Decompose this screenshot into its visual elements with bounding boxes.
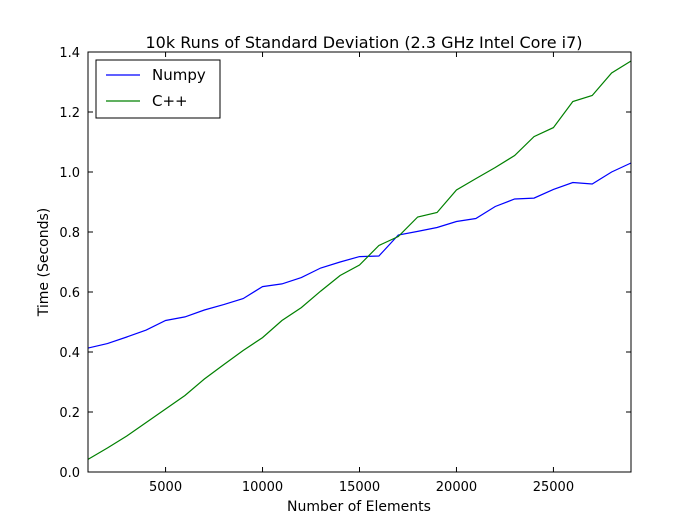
y-tick-label: 0.2 — [59, 406, 80, 421]
y-tick-label: 0.6 — [59, 286, 80, 301]
x-tick-label: 5000 — [149, 480, 182, 495]
x-tick-label: 10000 — [242, 480, 283, 495]
y-tick-label: 1.0 — [59, 166, 80, 181]
y-tick-label: 0.0 — [59, 466, 80, 481]
series-line-c — [87, 60, 632, 460]
legend: Numpy C++ — [95, 59, 221, 119]
y-tick-label: 1.2 — [59, 106, 80, 121]
y-tick-label: 0.4 — [59, 346, 80, 361]
series-layer — [87, 60, 632, 460]
legend-label-numpy: Numpy — [152, 66, 206, 84]
x-tick-label: 15000 — [339, 480, 380, 495]
chart-title: 10k Runs of Standard Deviation (2.3 GHz … — [146, 33, 583, 52]
y-tick-label: 0.8 — [59, 226, 80, 241]
x-axis-label: Number of Elements — [287, 499, 431, 515]
y-tick-label: 1.4 — [59, 46, 80, 61]
x-tick-label: 20000 — [436, 480, 477, 495]
legend-label-c: C++ — [152, 92, 188, 110]
ticks-layer: 5000 10000 15000 20000 25000 0.0 0.2 0.4 0.6 0.8 1… — [59, 46, 631, 495]
y-axis-label: Time (Seconds) — [36, 208, 52, 317]
x-tick-label: 25000 — [533, 480, 574, 495]
series-line-numpy — [87, 162, 632, 349]
legend-box — [95, 59, 221, 119]
